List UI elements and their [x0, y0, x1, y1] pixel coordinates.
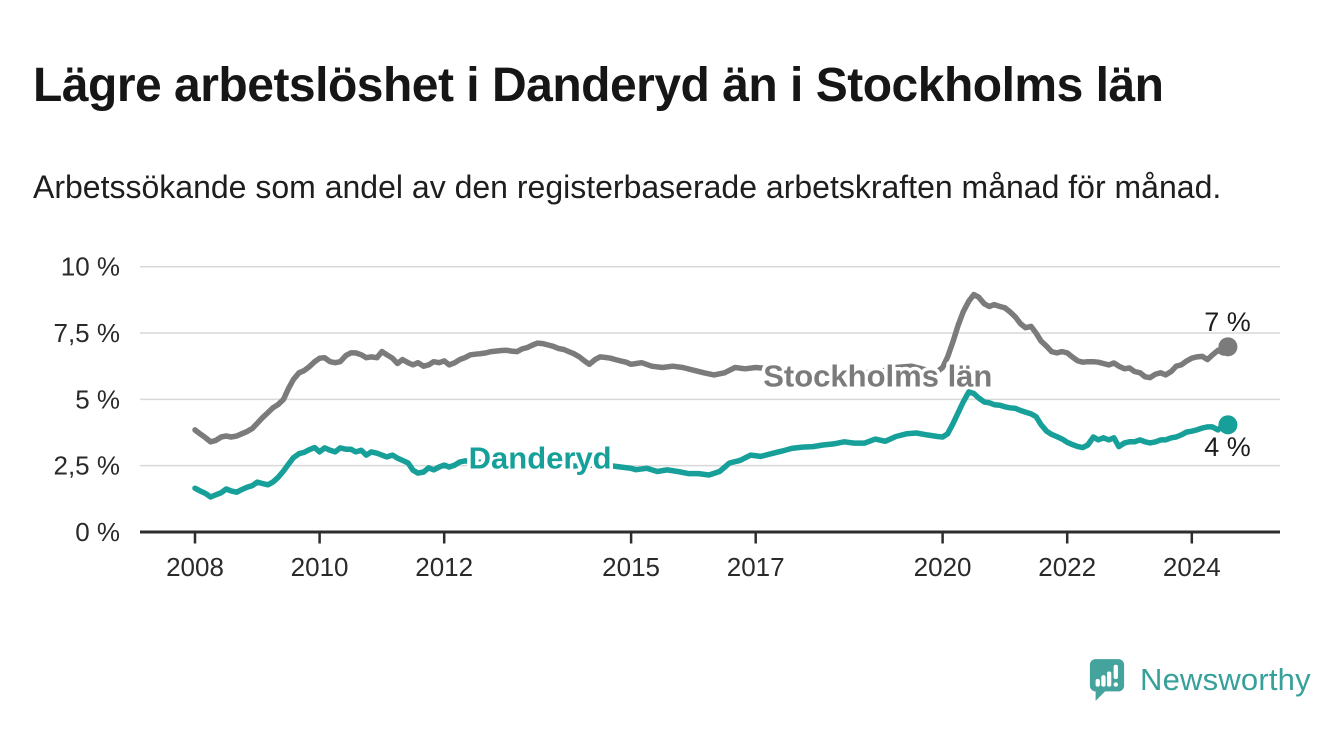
- brand-name: Newsworthy: [1140, 662, 1311, 697]
- x-axis-label: 2024: [1163, 552, 1221, 582]
- y-axis-label: 10 %: [61, 252, 120, 282]
- y-axis-label: 7,5 %: [54, 318, 121, 348]
- chart-title: Lägre arbetslöshet i Danderyd än i Stock…: [33, 59, 1164, 113]
- series-line-stockholms-l-n: [192, 291, 1231, 445]
- chart-subtitle: Arbetssökande som andel av den registerb…: [33, 169, 1222, 205]
- y-axis-label: 5 %: [75, 384, 120, 414]
- newsworthy-speech-bubble-bar-chart-icon: [1089, 659, 1125, 701]
- y-axis-label: 2,5 %: [54, 451, 121, 481]
- series-line-danderyd: [192, 389, 1231, 500]
- x-axis-label: 2010: [291, 552, 349, 582]
- newsworthy-logo: Newsworthy: [1088, 656, 1311, 704]
- x-axis-label: 2020: [914, 552, 972, 582]
- x-axis-label: 2015: [602, 552, 660, 582]
- x-axis-label: 2017: [727, 552, 785, 582]
- series-label: Danderyd: [469, 440, 612, 475]
- series-label: Stockholms län: [763, 359, 992, 394]
- x-axis-label: 2008: [166, 552, 224, 582]
- series-end-value-label: 7 %: [1204, 307, 1251, 337]
- series-end-dot: [1218, 415, 1238, 435]
- x-axis-label: 2012: [415, 552, 473, 582]
- series-end-value-label: 4 %: [1204, 432, 1251, 462]
- x-axis-label: 2022: [1038, 552, 1096, 582]
- series-end-dot: [1218, 337, 1238, 357]
- y-axis-label: 0 %: [75, 517, 120, 547]
